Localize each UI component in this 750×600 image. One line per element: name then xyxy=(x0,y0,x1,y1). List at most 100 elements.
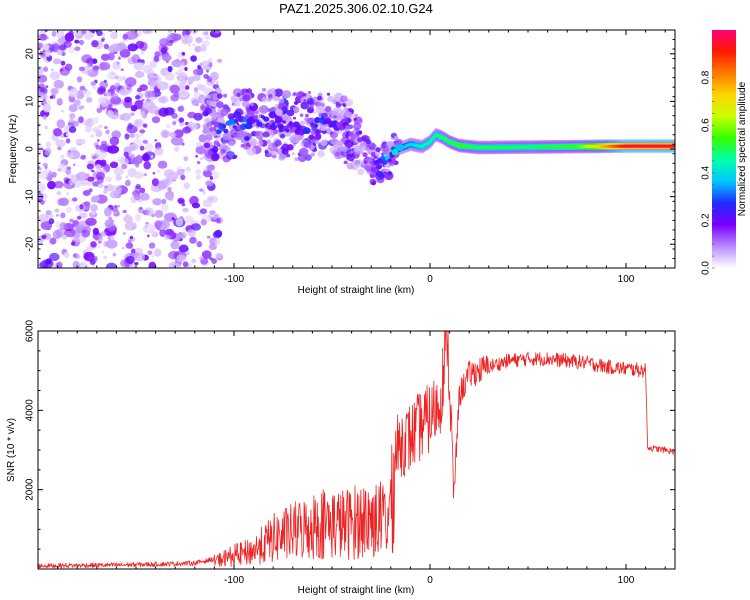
noise-blob xyxy=(216,81,219,85)
spectral-blob xyxy=(261,87,267,92)
noise-blob xyxy=(44,147,52,156)
noise-blob xyxy=(105,239,118,249)
noise-blob xyxy=(195,142,202,148)
noise-blob xyxy=(111,72,114,76)
noise-blob xyxy=(170,136,184,146)
noise-blob xyxy=(48,218,55,225)
noise-blob xyxy=(76,216,82,220)
noise-blob xyxy=(150,229,155,235)
noise-blob xyxy=(69,118,74,123)
spectral-blob xyxy=(205,134,213,141)
spectral-blob xyxy=(298,147,309,157)
ridge-point xyxy=(292,121,300,128)
noise-blob xyxy=(78,116,84,124)
noise-blob xyxy=(48,170,53,175)
noise-blob xyxy=(68,179,74,186)
spectral-blob xyxy=(285,153,291,158)
spectral-blob xyxy=(340,95,348,102)
noise-blob xyxy=(42,43,50,51)
noise-blob xyxy=(82,181,85,185)
spectral-blob xyxy=(365,139,372,145)
noise-blob xyxy=(96,30,103,37)
noise-blob xyxy=(177,197,185,204)
noise-blob xyxy=(68,88,79,98)
noise-blob xyxy=(56,191,62,196)
spectral-blob xyxy=(232,98,242,107)
noise-blob xyxy=(44,165,48,169)
noise-blob xyxy=(57,198,65,206)
noise-blob xyxy=(107,52,115,61)
spectral-blob xyxy=(306,97,315,105)
noise-blob xyxy=(204,35,210,40)
snr-x-tick-label: 100 xyxy=(618,575,635,586)
noise-blob xyxy=(45,141,52,148)
spectral-blob xyxy=(352,122,362,130)
spectral-blob xyxy=(340,108,350,117)
noise-blob xyxy=(195,174,201,180)
noise-blob xyxy=(134,100,144,110)
spectral-blob xyxy=(385,148,390,152)
noise-blob xyxy=(74,253,81,260)
noise-blob xyxy=(90,81,97,86)
noise-blob xyxy=(58,163,67,172)
noise-blob xyxy=(143,161,151,170)
noise-blob xyxy=(182,207,189,213)
noise-blob xyxy=(55,139,66,147)
spectral-blob xyxy=(371,181,376,186)
spectral-blob xyxy=(205,108,213,115)
spectral-blob xyxy=(216,93,223,99)
noise-blob xyxy=(101,33,105,37)
ridge-point xyxy=(285,128,290,133)
spectral-blob xyxy=(357,168,365,176)
noise-blob xyxy=(124,77,137,87)
spectral-blob xyxy=(206,94,211,99)
spectral-blob xyxy=(375,150,381,157)
spectral-blob xyxy=(393,135,398,139)
noise-blob xyxy=(85,97,93,103)
noise-blob xyxy=(127,122,133,130)
ridge-point xyxy=(676,145,680,148)
noise-blob xyxy=(123,215,133,223)
noise-blob xyxy=(208,62,213,68)
noise-blob xyxy=(181,168,185,172)
noise-blob xyxy=(216,58,223,63)
spectral-blob xyxy=(317,150,326,158)
spectral-blob xyxy=(203,142,211,149)
noise-blob xyxy=(124,133,130,140)
noise-blob xyxy=(171,34,178,40)
noise-blob xyxy=(148,242,156,249)
ridge-point xyxy=(428,139,433,143)
ridge-point xyxy=(387,158,392,163)
noise-blob xyxy=(107,110,114,119)
ridge-point xyxy=(345,125,350,130)
noise-blob xyxy=(203,168,208,172)
spectral-blob xyxy=(213,140,220,146)
noise-blob xyxy=(86,163,95,170)
noise-blob xyxy=(147,250,153,256)
noise-blob xyxy=(169,84,181,94)
noise-blob xyxy=(180,174,186,181)
noise-blob xyxy=(196,161,201,165)
spectral-blob xyxy=(333,115,337,119)
noise-blob xyxy=(69,113,76,119)
spectral-blob xyxy=(355,131,361,136)
noise-blob xyxy=(139,145,145,151)
noise-blob xyxy=(53,128,63,137)
noise-blob xyxy=(44,49,52,57)
noise-blob xyxy=(170,240,180,250)
noise-blob xyxy=(216,217,221,224)
spectral-blob xyxy=(281,106,289,114)
heatmap-y-tick-label: 0 xyxy=(25,146,36,152)
ridge-point xyxy=(359,143,364,148)
noise-blob xyxy=(60,109,65,113)
noise-blob xyxy=(49,95,54,100)
noise-blob xyxy=(107,135,111,139)
noise-blob xyxy=(196,241,203,248)
noise-blob xyxy=(167,187,172,192)
ridge-point xyxy=(216,129,222,135)
noise-blob xyxy=(97,86,106,95)
noise-blob xyxy=(38,213,49,223)
noise-blob xyxy=(125,255,135,264)
spectral-blob xyxy=(317,96,322,101)
noise-blob xyxy=(211,258,218,264)
